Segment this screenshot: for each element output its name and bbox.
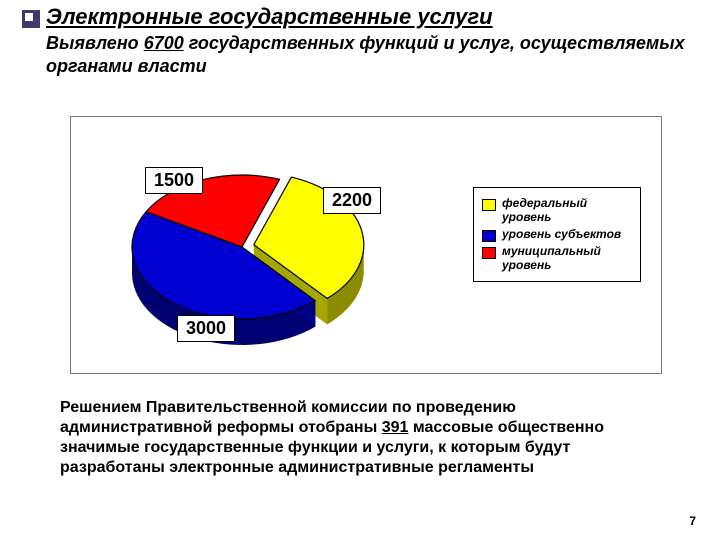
page-number: 7 (689, 514, 696, 528)
chart-area: федеральный уровень уровень субъектов муни… (70, 116, 662, 374)
page-subtitle: Выявлено 6700 государственных функций и … (46, 32, 686, 77)
title-bullet-icon (22, 10, 40, 28)
legend-swatch (482, 230, 496, 242)
legend-label: муниципальный уровень (502, 244, 632, 273)
legend: федеральный уровень уровень субъектов муни… (473, 187, 641, 282)
slide: Электронные государственные услуги Выявл… (0, 0, 720, 540)
data-label: 1500 (145, 167, 203, 194)
legend-label: уровень субъектов (502, 227, 621, 241)
legend-item: федеральный уровень (482, 196, 632, 225)
body-paragraph: Решением Правительственной комиссии по п… (60, 398, 660, 478)
pie-chart (117, 127, 367, 377)
data-label: 3000 (177, 315, 235, 342)
legend-label: федеральный уровень (502, 196, 632, 225)
legend-swatch (482, 247, 496, 259)
data-label: 2200 (323, 187, 381, 214)
subtitle-pre: Выявлено (46, 33, 144, 53)
subtitle-number: 6700 (144, 33, 184, 53)
page-title: Электронные государственные услуги (46, 4, 686, 30)
heading-block: Электронные государственные услуги Выявл… (46, 4, 686, 77)
legend-swatch (482, 199, 496, 211)
body-number: 391 (382, 419, 409, 436)
legend-item: уровень субъектов (482, 227, 632, 242)
legend-item: муниципальный уровень (482, 244, 632, 273)
